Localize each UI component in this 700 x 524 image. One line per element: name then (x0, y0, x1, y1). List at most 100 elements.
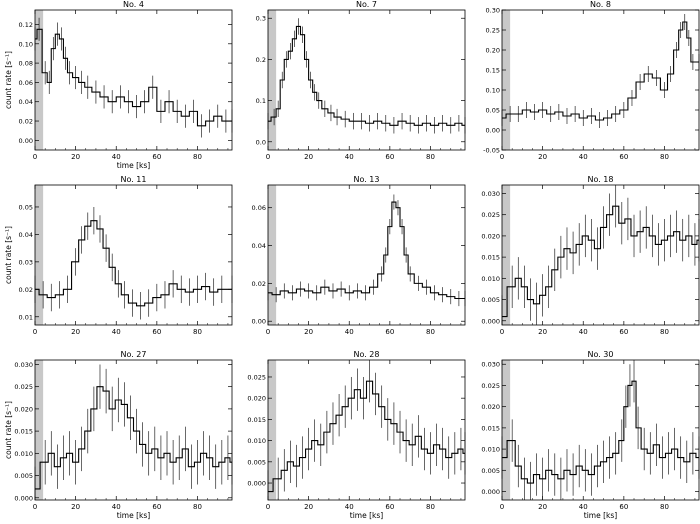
x-tick-label: 0 (266, 328, 270, 336)
y-tick-label: 0.015 (481, 254, 500, 262)
y-tick-label: 0.005 (247, 458, 266, 466)
x-tick-label: 40 (579, 503, 588, 511)
panel-8: No. 28 0 20 40 60 80 0.000 0.005 0.010 0.015 0.020… (247, 350, 466, 520)
y-tick-label: 0.08 (19, 60, 33, 68)
y-tick-label: 0.020 (14, 405, 33, 413)
shaded-region (502, 10, 511, 150)
y-tick-label: 0.005 (481, 467, 500, 475)
panel-7: No. 27 0 20 40 60 80 0.000 0.005 0.010 0.015 0.020… (4, 350, 233, 520)
panel-2: No. 7 0 20 40 60 80 0.0 0.1 0.2 0.3 (256, 0, 466, 161)
y-tick-label: 0.000 (481, 317, 500, 325)
y-axis-label: count rate [s⁻¹] (4, 401, 13, 459)
light-curve-line (268, 201, 465, 300)
y-tick-label: 0.010 (14, 450, 33, 458)
plot-frame (34, 184, 233, 326)
y-tick-label: 0.005 (14, 472, 33, 480)
panel-title: No. 30 (587, 350, 613, 359)
shaded-region (268, 360, 277, 500)
x-tick-label: 0 (266, 153, 270, 161)
y-tick-label: 0.010 (481, 275, 500, 283)
panel-title: No. 18 (587, 175, 613, 184)
y-tick-label: 0.030 (14, 361, 33, 369)
x-tick-label: 40 (112, 503, 121, 511)
y-tick-label: 0.01 (19, 313, 33, 321)
y-tick-label: 0.020 (481, 232, 500, 240)
light-curve-line (35, 386, 232, 490)
shaded-region (268, 10, 277, 150)
x-tick-label: 80 (426, 503, 435, 511)
y-tick-label: 0.30 (486, 7, 500, 15)
panel-6: No. 18 0 20 40 60 80 0.000 0.005 0.010 0.015 0.020… (481, 175, 700, 336)
x-tick-label: 60 (619, 153, 628, 161)
plot-frame (501, 184, 700, 326)
x-tick-label: 60 (385, 153, 394, 161)
x-tick-label: 40 (112, 153, 121, 161)
x-axis-label: time [ks] (117, 511, 151, 520)
x-tick-label: 20 (71, 503, 80, 511)
x-tick-label: 40 (112, 328, 121, 336)
x-tick-label: 20 (538, 153, 547, 161)
x-axis-label: time [ks] (117, 161, 151, 170)
y-axis-label: count rate [s⁻¹] (4, 226, 13, 284)
light-curve-line (502, 205, 699, 318)
y-tick-label: 0.015 (247, 416, 266, 424)
y-tick-label: 0.000 (14, 494, 33, 502)
x-tick-label: 60 (152, 153, 161, 161)
plot-frame (267, 184, 466, 326)
y-tick-label: 0.06 (19, 79, 33, 87)
x-tick-label: 80 (193, 153, 202, 161)
y-tick-label: 0.05 (19, 203, 33, 211)
x-tick-label: 0 (33, 328, 37, 336)
x-tick-label: 0 (33, 153, 37, 161)
y-tick-label: 0.00 (19, 137, 33, 145)
y-tick-label: 0.1 (256, 97, 266, 105)
x-tick-label: 80 (193, 503, 202, 511)
x-tick-label: 40 (345, 153, 354, 161)
x-tick-label: 60 (385, 328, 394, 336)
x-tick-label: 0 (500, 503, 504, 511)
y-tick-label: 0.000 (481, 488, 500, 496)
y-tick-label: 0.02 (19, 286, 33, 294)
x-axis-label: time [ks] (584, 511, 618, 520)
y-tick-label: 0.0 (256, 138, 266, 146)
panel-1: No. 4 0 20 40 60 80 0.00 0.02 0.04 0.06 0.08 0.10 0.… (4, 0, 233, 170)
y-tick-label: 0.04 (252, 242, 266, 250)
y-tick-label: 0.020 (481, 403, 500, 411)
light-curve-line (502, 21, 699, 121)
x-tick-label: 60 (619, 503, 628, 511)
x-tick-label: 0 (33, 503, 37, 511)
x-tick-label: 80 (660, 328, 669, 336)
plot-frame (267, 9, 466, 151)
light-curve-line (268, 25, 465, 126)
x-tick-label: 60 (152, 328, 161, 336)
shaded-region (35, 10, 44, 150)
x-tick-label: 60 (152, 503, 161, 511)
y-tick-label: 0.20 (486, 47, 500, 55)
panel-title: No. 27 (120, 350, 146, 359)
y-tick-label: 0.020 (247, 395, 266, 403)
light-curve-line (502, 380, 699, 484)
x-tick-label: 20 (304, 503, 313, 511)
plot-frame (501, 359, 700, 501)
shaded-region (35, 360, 44, 500)
y-tick-label: 0.015 (14, 428, 33, 436)
panel-title: No. 13 (353, 175, 379, 184)
x-tick-label: 40 (579, 328, 588, 336)
x-tick-label: 20 (71, 153, 80, 161)
x-tick-label: 0 (500, 328, 504, 336)
x-tick-label: 60 (385, 503, 394, 511)
shaded-region (502, 360, 511, 500)
x-tick-label: 80 (193, 328, 202, 336)
x-tick-label: 0 (500, 153, 504, 161)
y-tick-label: 0.05 (486, 107, 500, 115)
plot-frame (501, 9, 700, 151)
plot-frame (34, 9, 233, 151)
y-tick-label: 0.025 (247, 373, 266, 381)
x-tick-label: 80 (426, 328, 435, 336)
y-tick-label: 0.06 (252, 204, 266, 212)
x-tick-label: 80 (426, 153, 435, 161)
panel-4: No. 11 0 20 40 60 80 0.01 0.02 0.03 0.04 0.05 count… (4, 175, 233, 336)
shaded-region (268, 185, 277, 325)
light-curve-line (35, 28, 232, 127)
x-tick-label: 60 (619, 328, 628, 336)
